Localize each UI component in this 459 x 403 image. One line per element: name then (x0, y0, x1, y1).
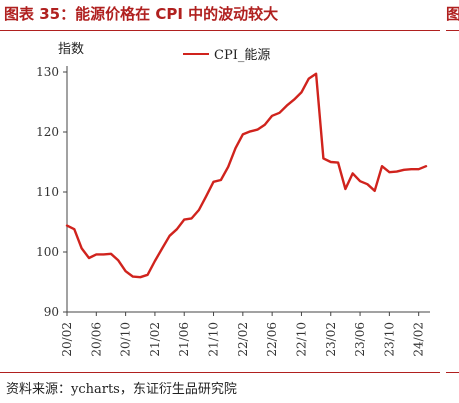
line-chart: 90 100 110 120 130 20/02 20/06 20/10 21/02 21/06 2… (36, 65, 430, 357)
y-tick-label: 100 (36, 245, 59, 259)
y-tick-label: 90 (44, 305, 59, 319)
legend-label: CPI_能源 (214, 48, 271, 63)
x-tick-label: 20/10 (119, 322, 133, 357)
source-note: 资料来源：ycharts，东证衍生品研究院 (6, 382, 237, 397)
x-tick-label: 21/06 (177, 322, 191, 357)
x-tick-label: 22/10 (294, 322, 308, 357)
x-tick-label: 23/06 (353, 322, 367, 357)
x-tick-label: 21/10 (207, 322, 221, 357)
adjacent-top-rule (446, 30, 459, 31)
legend-swatch (183, 52, 209, 55)
y-tick-label: 120 (36, 125, 59, 139)
y-axis-label: 指数 (58, 42, 85, 57)
x-tick-label: 20/06 (89, 322, 103, 357)
adjacent-figure-title-fragment: 图 (446, 5, 459, 23)
top-rule (0, 30, 440, 31)
figure-title: 图表 35：能源价格在 CPI 中的波动较大 (4, 5, 279, 23)
y-tick-label: 110 (36, 185, 59, 199)
x-tick-label: 24/02 (412, 322, 426, 357)
bottom-rule (0, 372, 440, 373)
adjacent-bottom-rule (446, 372, 459, 373)
x-tick-label: 22/06 (265, 322, 279, 357)
series-line-cpi-energy (65, 72, 428, 279)
x-tick-label: 23/10 (382, 322, 396, 357)
y-tick-label: 130 (36, 65, 59, 79)
x-tick-label: 23/02 (324, 322, 338, 357)
x-tick-label: 22/02 (236, 322, 250, 357)
legend: CPI_能源 (183, 44, 270, 63)
x-tick-label: 21/02 (148, 322, 162, 357)
x-tick-label: 20/02 (60, 322, 74, 357)
